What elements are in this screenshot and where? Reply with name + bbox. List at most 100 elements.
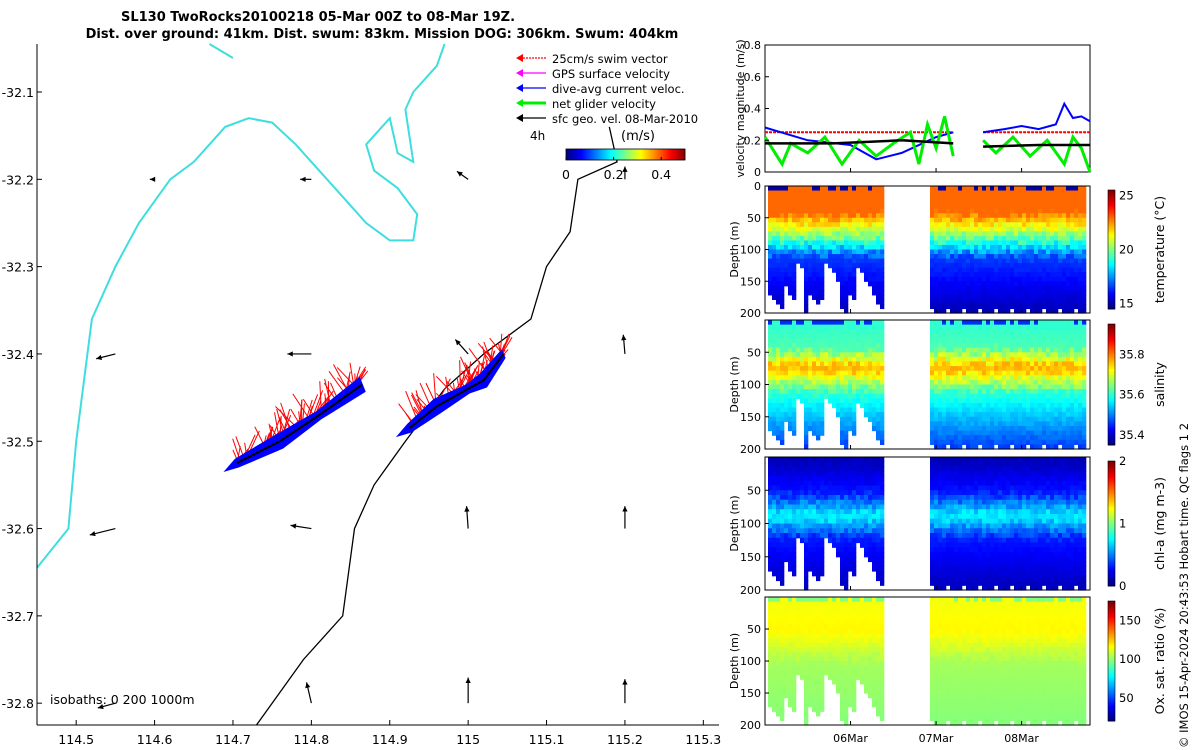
depth-cell <box>946 547 951 553</box>
depth-cell <box>880 485 885 491</box>
depth-cell <box>1030 258 1035 264</box>
depth-cell <box>930 195 935 201</box>
depth-cell <box>950 199 955 205</box>
depth-cell <box>816 485 821 491</box>
depth-cell <box>860 213 865 219</box>
depth-cell <box>780 542 785 548</box>
depth-cell <box>784 412 789 418</box>
depth-cell <box>974 186 979 192</box>
depth-cell <box>1042 416 1047 422</box>
depth-cell <box>852 566 857 572</box>
depth-cell <box>1018 425 1023 432</box>
coastline <box>36 43 446 569</box>
depth-cell <box>864 347 869 353</box>
depth-cell <box>966 240 971 246</box>
depth-cell <box>880 471 885 477</box>
depth-cell <box>1046 444 1051 450</box>
legend-arrowhead <box>516 99 523 107</box>
depth-cell <box>958 439 963 445</box>
depth-cell <box>966 370 971 376</box>
depth-cell <box>1074 276 1079 282</box>
depth-cell <box>828 398 833 404</box>
depth-cell <box>860 499 865 506</box>
depth-cell <box>776 375 781 381</box>
depth-cell <box>828 324 833 330</box>
depth-cell <box>816 235 821 242</box>
depth-cell <box>1002 294 1007 300</box>
depth-cell <box>808 240 813 246</box>
depth-cell <box>812 412 817 418</box>
depth-cell <box>1062 425 1067 432</box>
depth-cell <box>938 375 943 381</box>
depth-cell <box>938 338 943 344</box>
depth-cell <box>950 393 955 399</box>
depth-cell <box>840 461 845 468</box>
depth-cell <box>1014 412 1019 418</box>
depth-cell <box>804 444 809 450</box>
depth-cell <box>978 303 983 310</box>
depth-cell <box>986 231 991 237</box>
depth-cell <box>946 370 951 376</box>
depth-cell <box>958 435 963 441</box>
depth-cell <box>958 585 963 591</box>
depth-cell <box>812 542 817 548</box>
depth-cell <box>848 461 853 468</box>
depth-cell <box>1062 412 1067 418</box>
depth-cell <box>1062 195 1067 201</box>
depth-cell <box>860 466 865 472</box>
depth-cell <box>950 329 955 335</box>
depth-cell <box>954 537 959 544</box>
depth-cell <box>1050 421 1055 427</box>
depth-cell <box>784 347 789 353</box>
depth-cell <box>820 333 825 340</box>
depth-cell <box>820 566 825 572</box>
depth-cell <box>1014 407 1019 413</box>
depth-cell <box>844 375 849 381</box>
depth-cell <box>864 480 869 487</box>
depth-cell <box>946 361 951 367</box>
depth-cell <box>1006 222 1011 228</box>
depth-cell <box>808 379 813 386</box>
depth-cell <box>1018 393 1023 399</box>
depth-cell <box>934 425 939 432</box>
depth-cell <box>950 556 955 563</box>
depth-cell <box>772 294 777 300</box>
depth-cell <box>780 240 785 246</box>
colorbar-cell <box>583 149 585 160</box>
depth-cell <box>784 523 789 529</box>
depth-cell <box>1074 375 1079 381</box>
depth-cell <box>950 430 955 436</box>
depth-cell <box>844 244 849 251</box>
depth-cell <box>1034 375 1039 381</box>
depth-cell <box>1074 366 1079 372</box>
depth-cell <box>788 490 793 496</box>
depth-cell <box>1034 398 1039 404</box>
depth-cell <box>950 254 955 260</box>
depth-cell <box>780 528 785 534</box>
depth-cell <box>978 430 983 436</box>
depth-cell <box>868 361 873 367</box>
depth-cell <box>1030 186 1035 192</box>
depth-cell <box>982 267 987 273</box>
depth-cell <box>816 523 821 529</box>
depth-cell <box>860 258 865 264</box>
depth-cell <box>784 199 789 205</box>
depth-cell <box>844 476 849 482</box>
depth-cell <box>950 366 955 372</box>
depth-cell <box>1002 361 1007 367</box>
depth-cell <box>1022 254 1027 260</box>
depth-cell <box>780 361 785 367</box>
depth-cell <box>772 552 777 558</box>
depth-cell <box>832 361 837 367</box>
depth-cell <box>832 370 837 376</box>
depth-cell <box>1082 329 1087 335</box>
depth-cell <box>950 571 955 577</box>
depth-cell <box>864 276 869 282</box>
depth-cell <box>1058 186 1063 192</box>
depth-cell <box>954 285 959 291</box>
depth-cell <box>812 379 817 386</box>
depth-cell <box>1070 217 1075 223</box>
colorbar-tick-label: 35.8 <box>1119 347 1145 361</box>
depth-cell <box>974 370 979 376</box>
depth-cell <box>812 471 817 477</box>
